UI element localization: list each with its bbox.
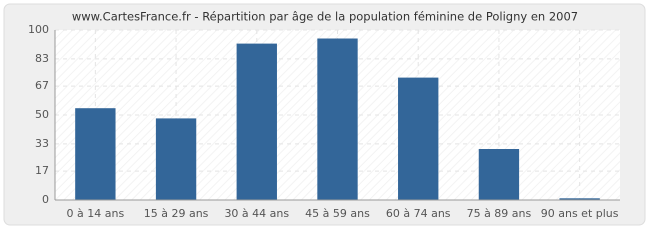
x-tick-label: 0 à 14 ans [67,207,125,220]
x-tick-label: 90 ans et plus [541,207,619,220]
x-tick-label: 30 à 44 ans [224,207,289,220]
y-tick-label: 67 [35,79,49,92]
bar [398,77,439,200]
bar [75,108,116,200]
bar [155,118,197,200]
y-tick-label: 33 [35,137,49,150]
y-tick-label: 100 [28,23,49,36]
y-tick-label: 17 [35,164,49,177]
bar [317,38,358,200]
bar [559,198,600,200]
y-tick-label: 83 [35,52,49,65]
chart: www.CartesFrance.fr - Répartition par âg… [3,3,646,226]
chart-title: www.CartesFrance.fr - Répartition par âg… [72,10,578,24]
x-tick-label: 60 à 74 ans [386,207,451,220]
x-tick-label: 15 à 29 ans [144,207,209,220]
x-tick-label: 45 à 59 ans [305,207,370,220]
y-tick-label: 50 [35,108,49,121]
x-tick-label: 75 à 89 ans [467,207,532,220]
bar [478,149,520,200]
y-tick-label: 0 [42,193,49,206]
bar [236,43,277,200]
